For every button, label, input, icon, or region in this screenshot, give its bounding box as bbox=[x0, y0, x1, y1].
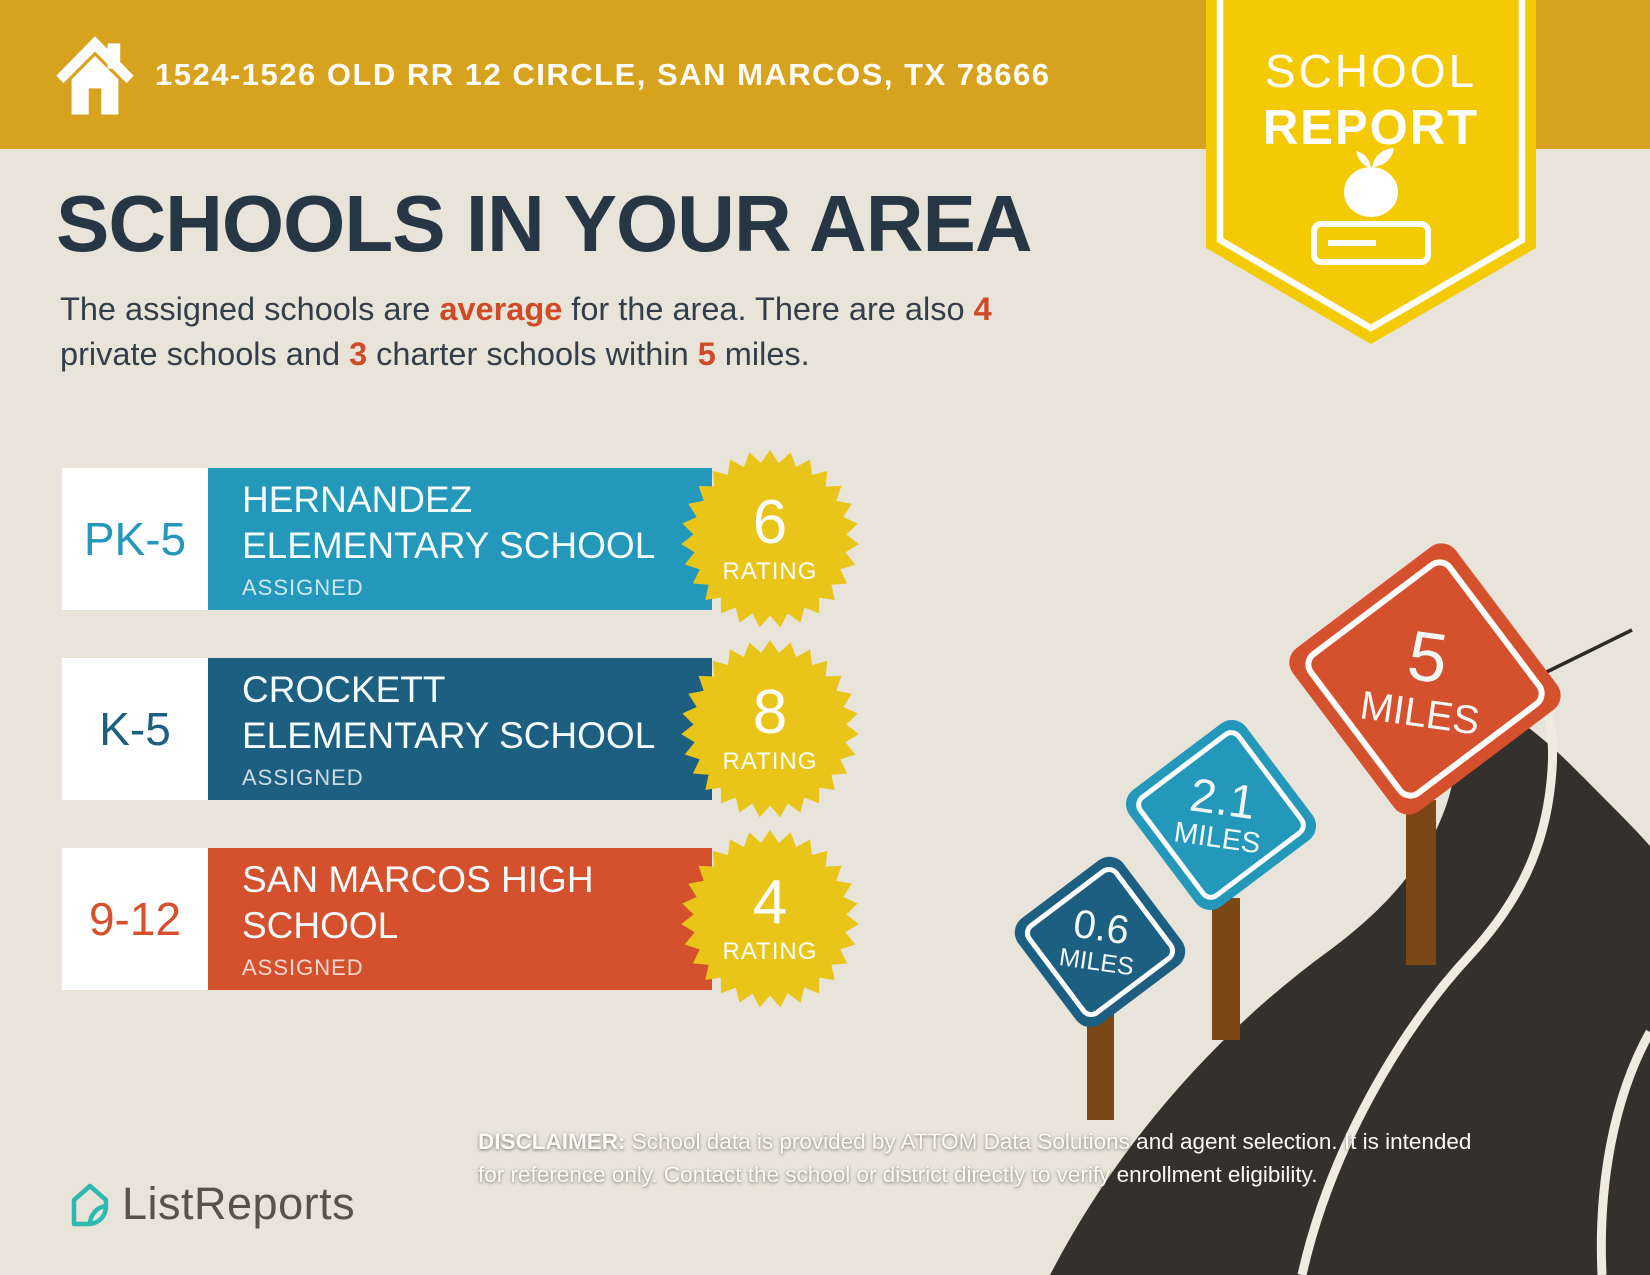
road-lane-line bbox=[1297, 696, 1557, 1275]
intro-segment: The assigned schools are bbox=[60, 291, 440, 327]
home-icon bbox=[56, 36, 134, 115]
intro-highlight-miles: 5 bbox=[697, 335, 716, 372]
grade-range: K-5 bbox=[62, 658, 208, 800]
rating-label: RATING bbox=[722, 558, 818, 585]
intro-text: The assigned schools are average for the… bbox=[60, 287, 1090, 377]
intro-segment: private schools and bbox=[60, 335, 350, 372]
road-lane-line bbox=[1596, 1029, 1650, 1275]
rating-badge-san-marcos: 4 RATING bbox=[681, 830, 859, 1008]
intro-highlight-charter-count: 3 bbox=[349, 335, 368, 372]
intro-segment: miles. bbox=[715, 335, 810, 372]
rating-label: RATING bbox=[722, 748, 818, 775]
page-title: SCHOOLS IN YOUR AREA bbox=[56, 179, 1033, 268]
apple-icon bbox=[1344, 148, 1398, 217]
intro-highlight-average: average bbox=[439, 291, 563, 327]
rating-label: RATING bbox=[722, 938, 818, 965]
pennant-shape bbox=[1206, 0, 1536, 344]
listreports-brand-text: ListReports bbox=[122, 1178, 356, 1229]
badge-title-line1: SCHOOL bbox=[1264, 45, 1478, 97]
disclaimer-text: DISCLAIMER: School data is provided by A… bbox=[478, 1126, 1498, 1191]
property-address: 1524-1526 OLD RR 12 CIRCLE, SAN MARCOS, … bbox=[155, 56, 1051, 92]
school-bar: CROCKETT ELEMENTARY SCHOOL ASSIGNED bbox=[208, 658, 712, 800]
disclaimer-label: DISCLAIMER: bbox=[478, 1129, 626, 1154]
school-name: SAN MARCOS HIGH SCHOOL bbox=[242, 859, 594, 946]
school-name: HERNANDEZ ELEMENTARY SCHOOL bbox=[242, 479, 656, 566]
school-status: ASSIGNED bbox=[242, 764, 364, 790]
sign-post bbox=[1406, 800, 1436, 965]
school-row-san-marcos: 9-12 SAN MARCOS HIGH SCHOOL ASSIGNED bbox=[62, 848, 712, 990]
school-status: ASSIGNED bbox=[242, 954, 364, 980]
intro-highlight-private-count: 4 bbox=[973, 291, 992, 327]
school-bar: SAN MARCOS HIGH SCHOOL ASSIGNED bbox=[208, 848, 712, 990]
school-status: ASSIGNED bbox=[242, 574, 364, 600]
school-report-badge: SCHOOL REPORT bbox=[1206, 0, 1536, 344]
school-row-hernandez: PK-5 HERNANDEZ ELEMENTARY SCHOOL ASSIGNE… bbox=[62, 468, 712, 610]
disclaimer-body: School data is provided by ATTOM Data So… bbox=[478, 1129, 1472, 1187]
intro-segment: for the area. There are also bbox=[562, 291, 974, 327]
school-name: CROCKETT ELEMENTARY SCHOOL bbox=[242, 669, 656, 756]
school-row-crockett: K-5 CROCKETT ELEMENTARY SCHOOL ASSIGNED bbox=[62, 658, 712, 800]
grade-range: 9-12 bbox=[62, 848, 208, 990]
grade-range: PK-5 bbox=[62, 468, 208, 610]
badge-title-line2: REPORT bbox=[1262, 101, 1480, 155]
sign-post bbox=[1212, 898, 1240, 1040]
school-bar: HERNANDEZ ELEMENTARY SCHOOL ASSIGNED bbox=[208, 468, 712, 610]
rating-badge-hernandez: 6 RATING bbox=[681, 450, 859, 628]
rating-value: 6 bbox=[752, 488, 788, 557]
rating-value: 8 bbox=[752, 678, 788, 747]
listreports-logo-icon bbox=[71, 1183, 109, 1227]
road-body bbox=[1050, 688, 1650, 1275]
rating-value: 4 bbox=[752, 868, 788, 937]
book-icon bbox=[1311, 221, 1431, 265]
rating-badge-crockett: 8 RATING bbox=[681, 640, 859, 818]
intro-segment: charter schools within bbox=[367, 335, 698, 372]
